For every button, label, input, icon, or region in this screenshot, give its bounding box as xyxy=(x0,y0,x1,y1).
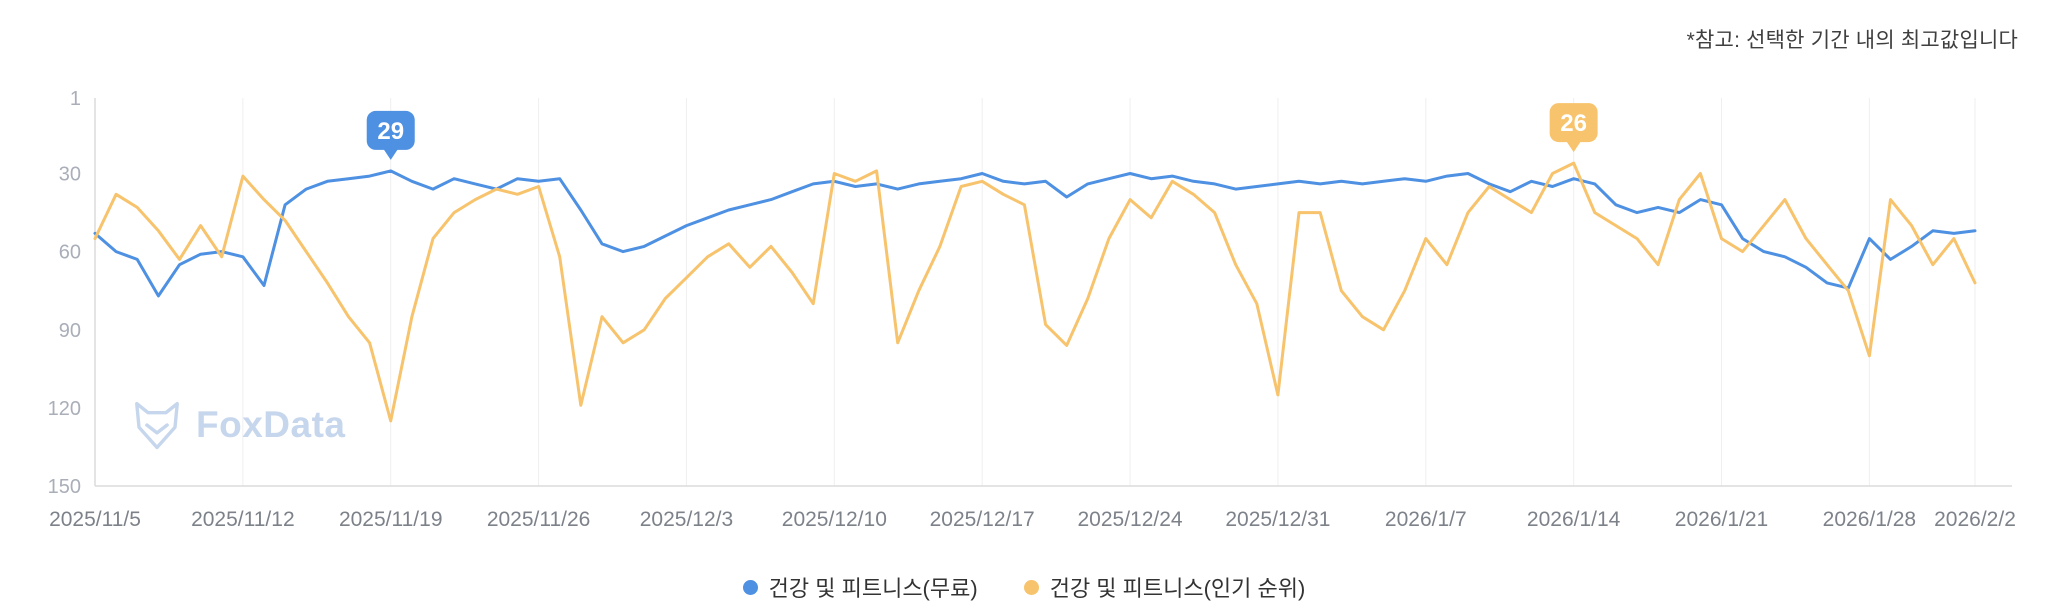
y-axis-label: 30 xyxy=(59,164,81,186)
legend-item-popularity[interactable]: 건강 및 피트니스(인기 순위) xyxy=(1023,571,1306,603)
peak-badge-free: 29 xyxy=(366,110,415,160)
legend-dot-popularity xyxy=(1023,579,1039,595)
x-axis-label: 2026/1/28 xyxy=(1823,508,1916,531)
y-axis-label: 1 xyxy=(70,88,81,110)
series-line-popularity[interactable] xyxy=(93,161,1977,423)
y-axis-label: 90 xyxy=(59,320,81,342)
legend-label-free: 건강 및 피트니스(무료) xyxy=(768,576,978,601)
x-axis-label: 2026/1/14 xyxy=(1527,508,1621,531)
x-axis-label: 2025/12/31 xyxy=(1225,508,1330,531)
foxdata-logo-text: FoxData xyxy=(196,404,346,445)
foxdata-watermark: FoxData xyxy=(130,398,345,452)
x-axis-label: 2025/11/12 xyxy=(191,508,295,531)
x-axis-label: 2025/12/17 xyxy=(930,508,1035,531)
legend-dot-free xyxy=(742,579,758,595)
legend-label-popularity: 건강 및 피트니스(인기 순위) xyxy=(1049,576,1306,601)
foxdata-logo-icon xyxy=(135,401,179,450)
svg-text:29: 29 xyxy=(377,118,404,145)
legend: 건강 및 피트니스(무료) 건강 및 피트니스(인기 순위) xyxy=(0,571,2048,603)
x-axis-label: 2025/11/19 xyxy=(339,508,443,531)
x-axis-label: 2025/11/5 xyxy=(49,508,141,531)
x-axis-label: 2026/1/7 xyxy=(1385,508,1467,531)
series-line-free[interactable] xyxy=(93,169,1977,298)
y-axis-label: 150 xyxy=(48,476,81,498)
x-axis-label: 2025/11/26 xyxy=(487,508,591,531)
y-axis-label: 60 xyxy=(59,242,81,264)
x-axis-label: 2026/1/21 xyxy=(1675,508,1768,531)
x-axis-label: 2025/12/24 xyxy=(1078,508,1183,531)
svg-text:26: 26 xyxy=(1560,110,1587,137)
legend-item-free[interactable]: 건강 및 피트니스(무료) xyxy=(742,571,978,603)
x-axis-label: 2025/12/3 xyxy=(640,508,733,531)
y-axis-label: 120 xyxy=(48,398,81,420)
x-axis-label: 2025/12/10 xyxy=(782,508,887,531)
x-axis-label: 2026/2/2 xyxy=(1934,508,2016,531)
note-text: *참고: 선택한 기간 내의 최고값입니다 xyxy=(1686,29,2018,52)
peak-badge-popularity: 26 xyxy=(1549,103,1598,153)
